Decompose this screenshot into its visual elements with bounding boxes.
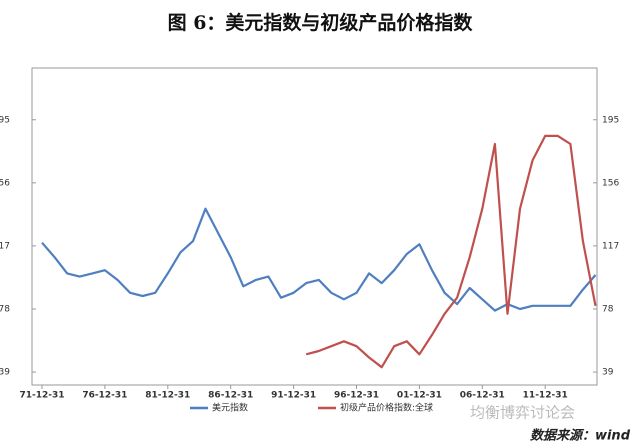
x-tick-label: 76-12-31 bbox=[82, 391, 127, 401]
source: 数据来源：wind bbox=[530, 428, 631, 444]
y2-tick-label: 117 bbox=[602, 241, 619, 251]
y2-tick-label: 39 bbox=[602, 368, 614, 378]
watermark: 均衡博弈讨论会 bbox=[470, 404, 575, 422]
plot-frame bbox=[31, 67, 598, 386]
x-tick-label: 01-12-31 bbox=[397, 391, 442, 401]
series-line bbox=[305, 134, 597, 369]
x-tick-label: 11-12-31 bbox=[523, 391, 568, 401]
x-tick-label: 86-12-31 bbox=[208, 391, 253, 401]
y2-tick-label: 195 bbox=[602, 115, 619, 125]
legend-label: 美元指数 bbox=[212, 402, 248, 414]
x-tick-label: 81-12-31 bbox=[145, 391, 190, 401]
legend-label: 初级产品价格指数:全球 bbox=[340, 402, 433, 414]
y-tick-label: 78 bbox=[0, 304, 10, 314]
y-tick-label: 195 bbox=[0, 115, 10, 125]
chart-title: 图 6：美元指数与初级产品价格指数 bbox=[168, 11, 474, 34]
series-line bbox=[41, 207, 597, 312]
y2-tick-label: 156 bbox=[602, 178, 619, 188]
x-tick-label: 71-12-31 bbox=[19, 391, 64, 401]
x-tick-label: 06-12-31 bbox=[460, 391, 505, 401]
y-tick-label: 117 bbox=[0, 241, 10, 251]
y-tick-label: 39 bbox=[0, 368, 10, 378]
y2-tick-label: 78 bbox=[602, 304, 614, 314]
x-tick-label: 96-12-31 bbox=[334, 391, 379, 401]
y-tick-label: 156 bbox=[0, 178, 10, 188]
x-tick-label: 91-12-31 bbox=[271, 391, 316, 401]
